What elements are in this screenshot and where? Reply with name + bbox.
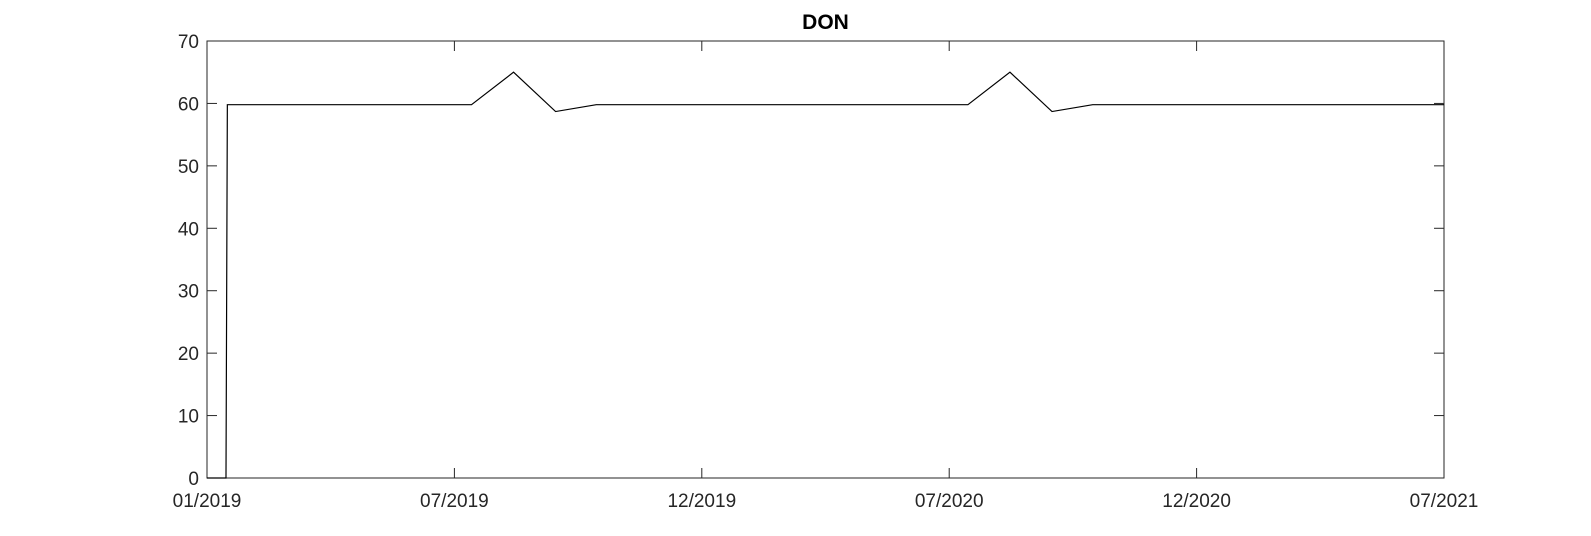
y-tick-label: 10 — [178, 407, 199, 428]
series-layer — [207, 71, 1444, 479]
y-tick-label: 50 — [178, 157, 199, 178]
y-tick-label: 40 — [178, 219, 199, 240]
series-line-0 — [207, 71, 1444, 479]
x-tick-label: 12/2020 — [1162, 491, 1231, 512]
x-tick-label: 07/2021 — [1410, 491, 1479, 512]
x-tick-label: 12/2019 — [667, 491, 736, 512]
y-axis: 0 10 20 30 40 50 60 70 — [178, 32, 1444, 490]
y-tick-label: 0 — [188, 469, 199, 490]
x-tick-label: 07/2019 — [420, 491, 489, 512]
chart-title: DON — [802, 11, 849, 34]
y-tick-label: 30 — [178, 282, 199, 303]
x-axis: 01/2019 07/2019 12/2019 07/2020 12/2020 07/20… — [173, 41, 1479, 512]
y-tick-label: 60 — [178, 94, 199, 115]
y-tick-label: 20 — [178, 344, 199, 365]
plot-area — [206, 40, 1445, 479]
x-tick-label: 07/2020 — [915, 491, 984, 512]
y-tick-label: 70 — [178, 32, 199, 53]
x-tick-label: 01/2019 — [173, 491, 242, 512]
